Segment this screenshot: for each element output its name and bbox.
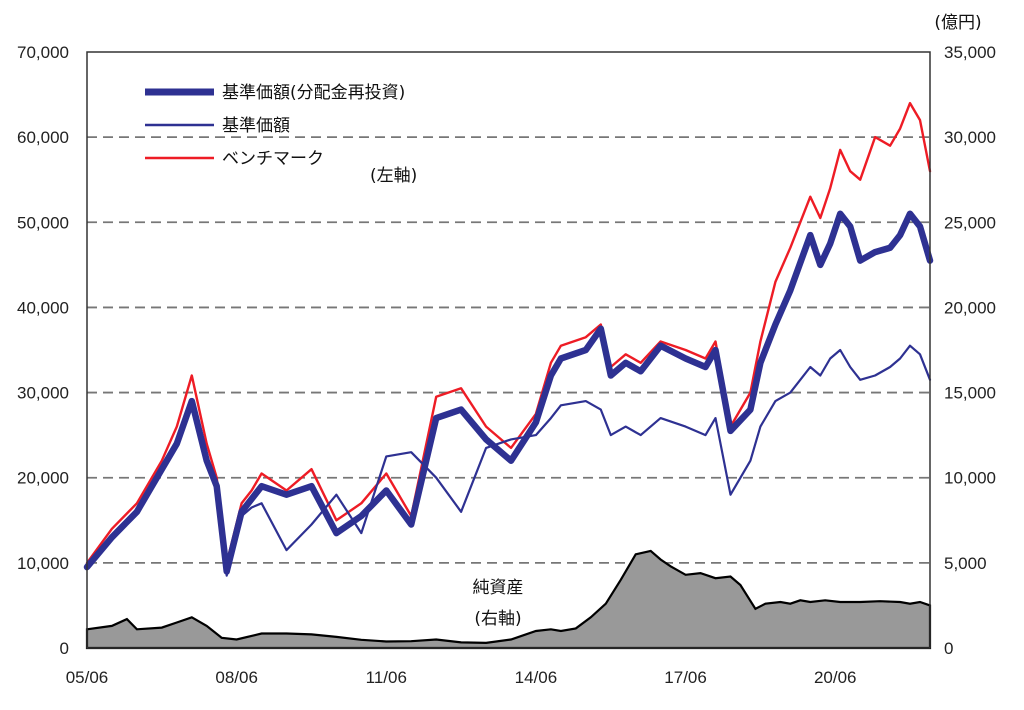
x-tick-label: 20/06	[814, 668, 857, 687]
y-right-tick-label: 15,000	[944, 384, 996, 403]
y-right-tick-label: 5,000	[944, 554, 987, 573]
series-net-assets	[85, 549, 932, 650]
series-line-nav	[85, 344, 932, 577]
legend-label-reinvested: 基準価額(分配金再投資)	[222, 83, 405, 103]
x-tick-label: 14/06	[515, 668, 558, 687]
y-right-tick-label: 20,000	[944, 298, 996, 317]
x-tick-label: 11/06	[366, 668, 407, 687]
y-left-tick-label: 60,000	[17, 128, 69, 147]
y-left-ticks: 0 10,000 20,000 30,000 40,000 50,000 60,000 70,…	[17, 43, 69, 658]
legend: 基準価額(分配金再投資) 基準価額 ベンチマーク (左軸)	[145, 83, 417, 186]
x-tick-label: 08/06	[215, 668, 258, 687]
legend-label-benchmark: ベンチマーク	[222, 149, 324, 169]
legend-label-nav: 基準価額	[222, 116, 290, 136]
y-left-tick-label: 10,000	[17, 554, 69, 573]
y-right-tick-label: 25,000	[944, 213, 996, 232]
gridlines	[87, 136, 930, 564]
y-left-tick-label: 30,000	[17, 384, 69, 403]
y-left-tick-label: 0	[60, 639, 69, 658]
y-right-tick-label: 35,000	[944, 43, 996, 62]
legend-axis-note: (左軸)	[370, 166, 417, 186]
y-right-tick-label: 0	[944, 639, 953, 658]
net-assets-area	[85, 549, 932, 650]
y-left-tick-label: 40,000	[17, 298, 69, 317]
x-tick-label: 05/06	[66, 668, 109, 687]
y-left-tick-label: 70,000	[17, 43, 69, 62]
y-right-tick-label: 10,000	[944, 469, 996, 488]
y-left-tick-label: 20,000	[17, 469, 69, 488]
x-tick-label: 17/06	[664, 668, 707, 687]
net-assets-axis-note: (右軸)	[474, 609, 521, 629]
series-line-benchmark	[85, 101, 932, 565]
x-ticks: 05/06 08/06 11/06 14/06 17/06 20/06	[66, 668, 857, 687]
y-right-tick-label: 30,000	[944, 128, 996, 147]
series-lines	[83, 101, 934, 577]
y-right-ticks: 0 5,000 10,000 15,000 20,000 25,000 30,000 35,0…	[944, 43, 996, 658]
plot-frame	[86, 51, 931, 649]
net-assets-label: 純資産	[473, 578, 524, 598]
y-left-tick-label: 50,000	[17, 213, 69, 232]
y-right-unit: (億円)	[934, 13, 981, 33]
